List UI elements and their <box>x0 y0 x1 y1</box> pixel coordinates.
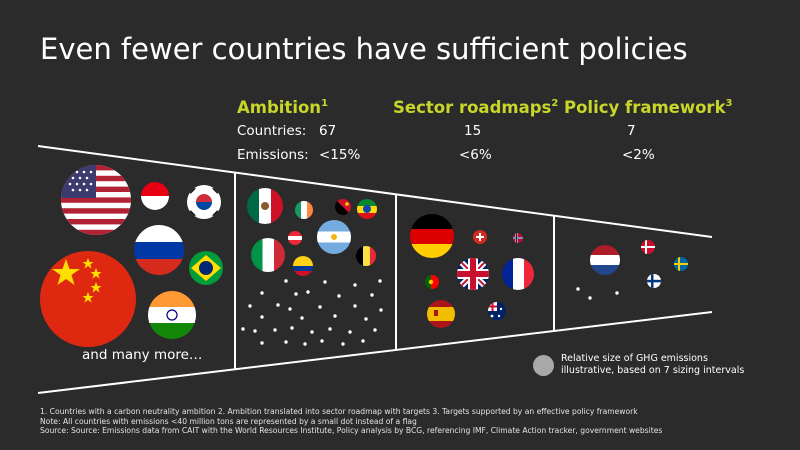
legend-line-2: illustrative, based on 7 sizing interval… <box>561 365 745 376</box>
column-header-policy-framework: Policy framework3 <box>564 98 733 117</box>
column-header-ambition: Ambition1 <box>237 98 329 117</box>
india-flag-icon <box>148 291 196 339</box>
policy-countries-value: 7 <box>627 123 636 139</box>
legend-text: Relative size of GHG emissions illustrat… <box>561 353 744 377</box>
portugal-flag-icon <box>425 275 439 289</box>
italy-flag-icon <box>251 238 285 272</box>
united-kingdom-flag-icon <box>457 258 489 290</box>
indonesia-flag-icon <box>141 182 169 210</box>
legend-line-1: Relative size of GHG emissions <box>561 353 708 364</box>
denmark-flag-icon <box>641 240 655 254</box>
page-title: Even fewer countries have sufficient pol… <box>40 32 688 66</box>
policy-emissions-value: <2% <box>622 147 655 163</box>
and-many-more-label: and many more… <box>82 347 203 363</box>
small-emitter-dots-policy <box>576 287 619 300</box>
ethiopia-flag-icon <box>357 199 377 219</box>
ambition-countries-value: 67 <box>319 123 337 139</box>
footnote-line-2: Note: All countries with emissions <40 m… <box>40 416 417 426</box>
germany-flag-icon <box>410 214 454 258</box>
australia-flag-icon <box>488 302 506 320</box>
emissions-row-label: Emissions: <box>237 147 309 163</box>
france-flag-icon <box>502 258 534 290</box>
austria-flag-icon <box>288 231 302 245</box>
funnel-bottom-edge <box>37 311 713 394</box>
countries-row-label: Countries: <box>237 123 307 139</box>
finland-flag-icon <box>647 274 661 288</box>
papua-new-guinea-flag-icon <box>335 199 351 215</box>
russia-flag-icon <box>134 225 184 275</box>
south-korea-flag-icon <box>187 185 221 219</box>
footnote-line-1: 1. Countries with a carbon neutrality am… <box>40 407 638 416</box>
sweden-flag-icon <box>674 257 688 271</box>
ambition-emissions-value: <15% <box>319 147 361 163</box>
sector-countries-value: 15 <box>464 123 482 139</box>
funnel-top-edge <box>37 145 713 238</box>
mexico-flag-icon <box>247 188 283 224</box>
spain-flag-icon <box>427 300 455 328</box>
sector-emissions-value: <6% <box>459 147 492 163</box>
china-flag-icon <box>40 251 136 347</box>
norway-flag-icon <box>513 233 523 243</box>
colombia-flag-icon <box>293 256 313 276</box>
netherlands-flag-icon <box>590 245 620 275</box>
belgium-flag-icon <box>356 246 376 266</box>
column-header-sector-roadmaps: Sector roadmaps2 <box>393 98 559 117</box>
ireland-flag-icon <box>295 201 313 219</box>
footnote-line-3: Source: Source: Emissions data from CAIT… <box>40 426 663 435</box>
brazil-flag-icon <box>189 251 223 285</box>
legend-size-circle-icon <box>533 355 554 376</box>
united-states-flag-icon <box>61 165 131 235</box>
switzerland-flag-icon <box>473 230 487 244</box>
small-emitter-dots-ambition <box>241 279 383 346</box>
footnotes: 1. Countries with a carbon neutrality am… <box>40 407 662 436</box>
argentina-flag-icon <box>317 220 351 254</box>
